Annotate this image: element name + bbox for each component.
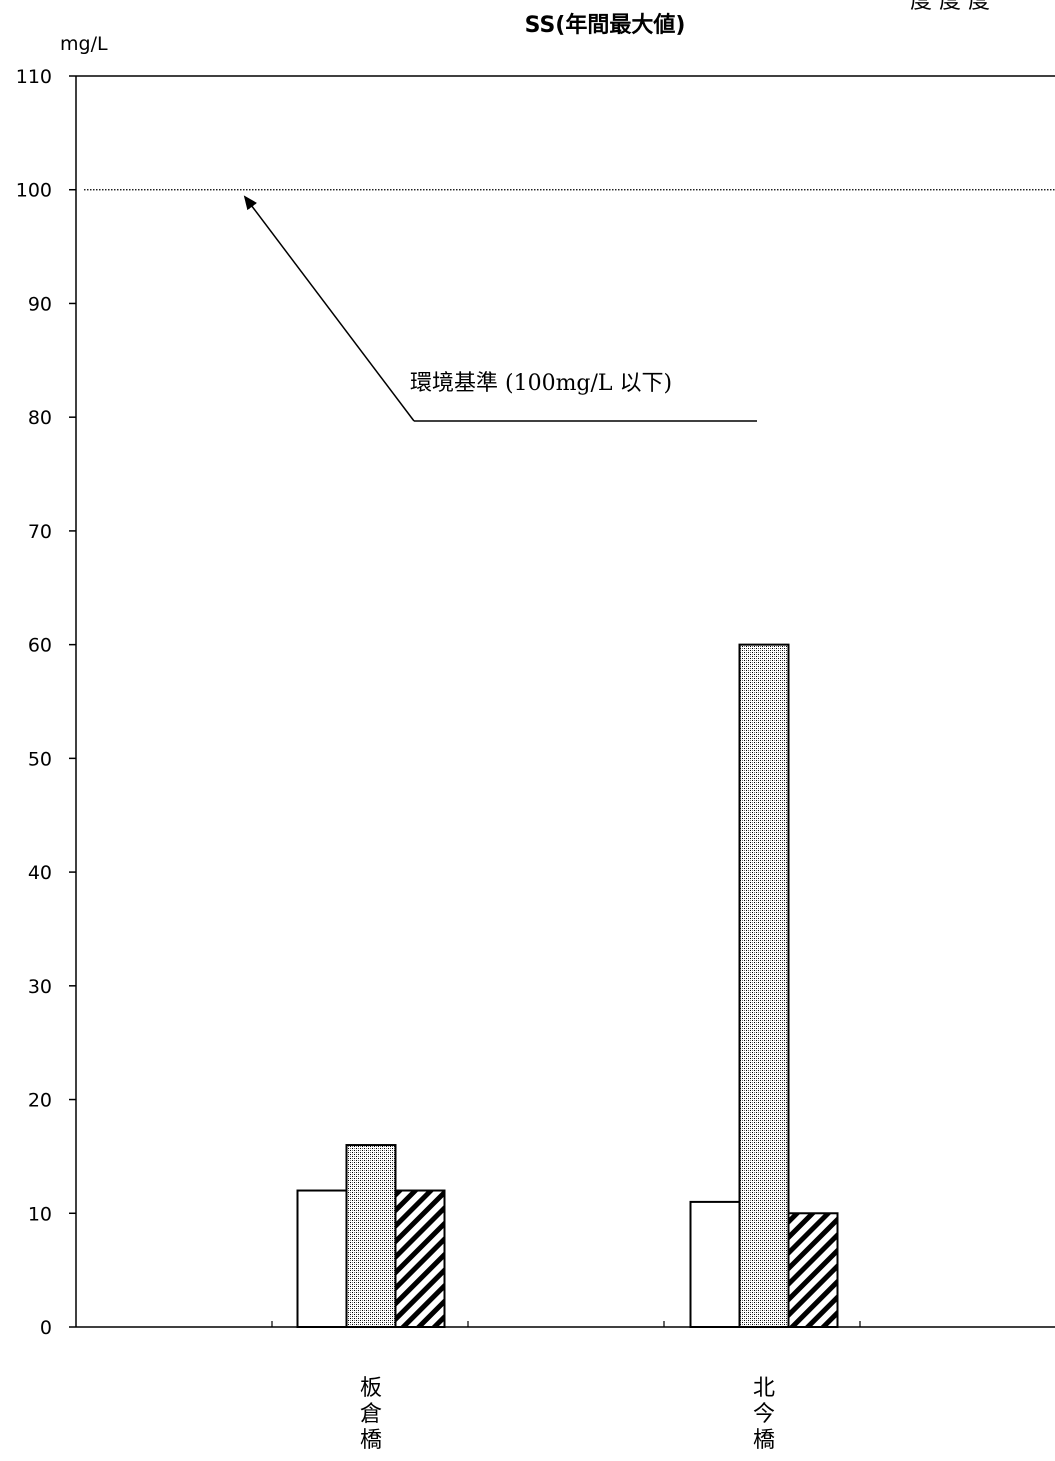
annotation-arrow <box>243 195 415 422</box>
x-axis-ticks <box>271 1321 861 1327</box>
category-label: 板倉橋 <box>360 1376 382 1453</box>
y-axis-ticks: 0 10 20 30 40 50 60 70 80 90 100 110 <box>16 66 76 1339</box>
category-label: 北今橋 <box>753 1376 775 1453</box>
bar-dots-1 <box>345 1144 397 1329</box>
bars <box>296 643 839 1329</box>
y-tick-label: 100 <box>16 180 52 202</box>
category-labels: 板倉橋 北今橋 <box>360 1376 775 1453</box>
y-tick-label: 60 <box>28 635 52 657</box>
y-tick-label: 90 <box>28 293 52 315</box>
y-tick-label: 70 <box>28 521 52 543</box>
y-tick-label: 30 <box>28 976 52 998</box>
y-axis-unit-label: mg/L <box>60 33 108 55</box>
bar-hatch-1 <box>394 1189 446 1328</box>
bar-dots-2 <box>738 643 790 1328</box>
y-tick-label: 40 <box>28 862 52 884</box>
y-tick-label: 10 <box>28 1203 52 1225</box>
chart-title: SS(年間最大値) <box>525 12 686 38</box>
y-tick-label: 20 <box>28 1090 52 1112</box>
y-tick-label: 0 <box>40 1317 52 1339</box>
y-tick-label: 110 <box>16 66 52 88</box>
bar-white-2 <box>689 1200 741 1329</box>
annotation-text: 環境基準 (100mg/L 以下) <box>410 371 672 396</box>
y-tick-label: 80 <box>28 407 52 429</box>
corner-text: 度 度 度 <box>910 0 990 14</box>
bar-white-1 <box>296 1189 348 1328</box>
y-tick-label: 50 <box>28 748 52 770</box>
bar-hatch-2 <box>787 1212 839 1328</box>
